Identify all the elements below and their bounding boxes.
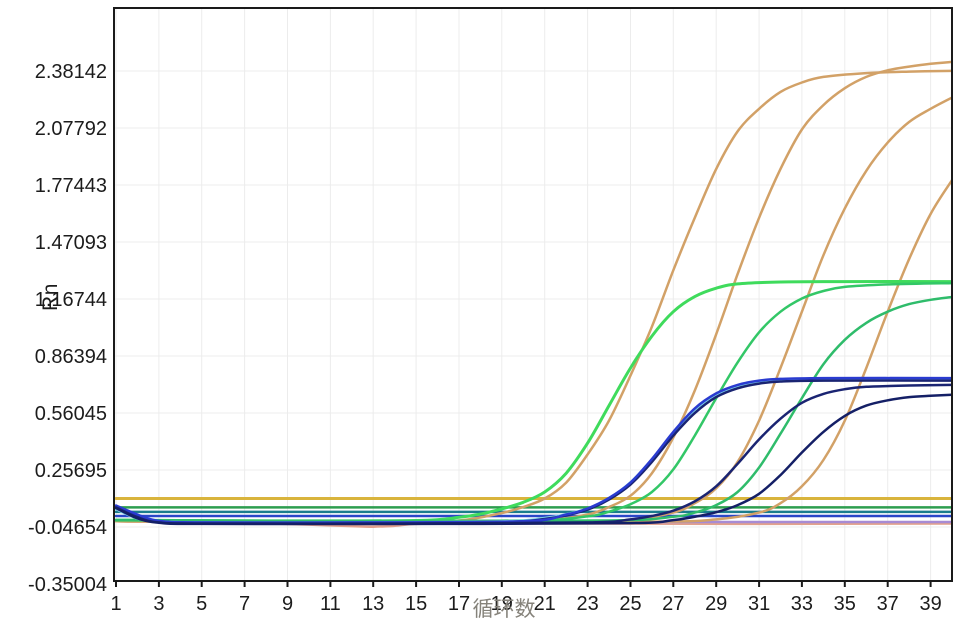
x-tick-label: 13 <box>362 593 384 615</box>
gridlines <box>114 8 952 581</box>
x-axis-title: 循环数 <box>472 598 536 621</box>
x-tick-label: 29 <box>705 593 727 615</box>
x-tick-label: 7 <box>239 593 250 615</box>
amplification-green-3 <box>114 295 952 523</box>
y-tick-label: 0.25695 <box>35 460 107 482</box>
x-tick-label: 3 <box>153 593 164 615</box>
y-tick-label: 0.86394 <box>35 346 107 368</box>
x-tick-label: 5 <box>196 593 207 615</box>
x-tick-label: 37 <box>877 593 899 615</box>
x-tick-label: 15 <box>405 593 427 615</box>
x-tick-label: 33 <box>791 593 813 615</box>
x-tick-label: 19 <box>491 593 513 615</box>
y-axis-title: Rn <box>39 283 62 311</box>
x-tick-label: 1 <box>110 593 121 615</box>
amplification-navy-1 <box>114 379 952 525</box>
x-tick-label: 35 <box>834 593 856 615</box>
series-group <box>114 60 952 528</box>
amplification-navy-3 <box>114 393 952 526</box>
amplification-tan-3 <box>114 96 952 524</box>
x-tick-label: 9 <box>282 593 293 615</box>
y-tick-label: 1.77443 <box>35 175 107 197</box>
y-tick-label: 2.38142 <box>35 61 107 83</box>
y-tick-label: 2.07792 <box>35 118 107 140</box>
x-tick-label: 27 <box>662 593 684 615</box>
x-tick-label: 39 <box>919 593 941 615</box>
amplification-green-2 <box>114 281 952 523</box>
x-tick-label: 31 <box>748 593 770 615</box>
x-tick-label: 25 <box>619 593 641 615</box>
y-tick-label: -0.35004 <box>28 574 107 596</box>
amplification-cyan-1 <box>114 377 952 525</box>
x-tick-label: 17 <box>448 593 470 615</box>
y-tick-label: -0.04654 <box>28 517 107 539</box>
y-tick-label: 1.47093 <box>35 232 107 254</box>
axis-labels: 1 3 5 7 9 11 13 15 17 19 21 23 25 27 29 31 33 35 37 392.381… <box>28 61 942 615</box>
amplification-royalblue-1 <box>114 376 952 524</box>
y-tick-label: 0.56045 <box>35 403 107 425</box>
x-tick-label: 21 <box>534 593 556 615</box>
amplification-tan-4 <box>114 178 952 524</box>
x-tick-label: 23 <box>576 593 598 615</box>
plot-border <box>113 7 953 582</box>
amplification-green-1 <box>114 280 952 523</box>
y-tick-label: 1.16744 <box>35 289 107 311</box>
x-tick-label: 11 <box>320 593 341 615</box>
